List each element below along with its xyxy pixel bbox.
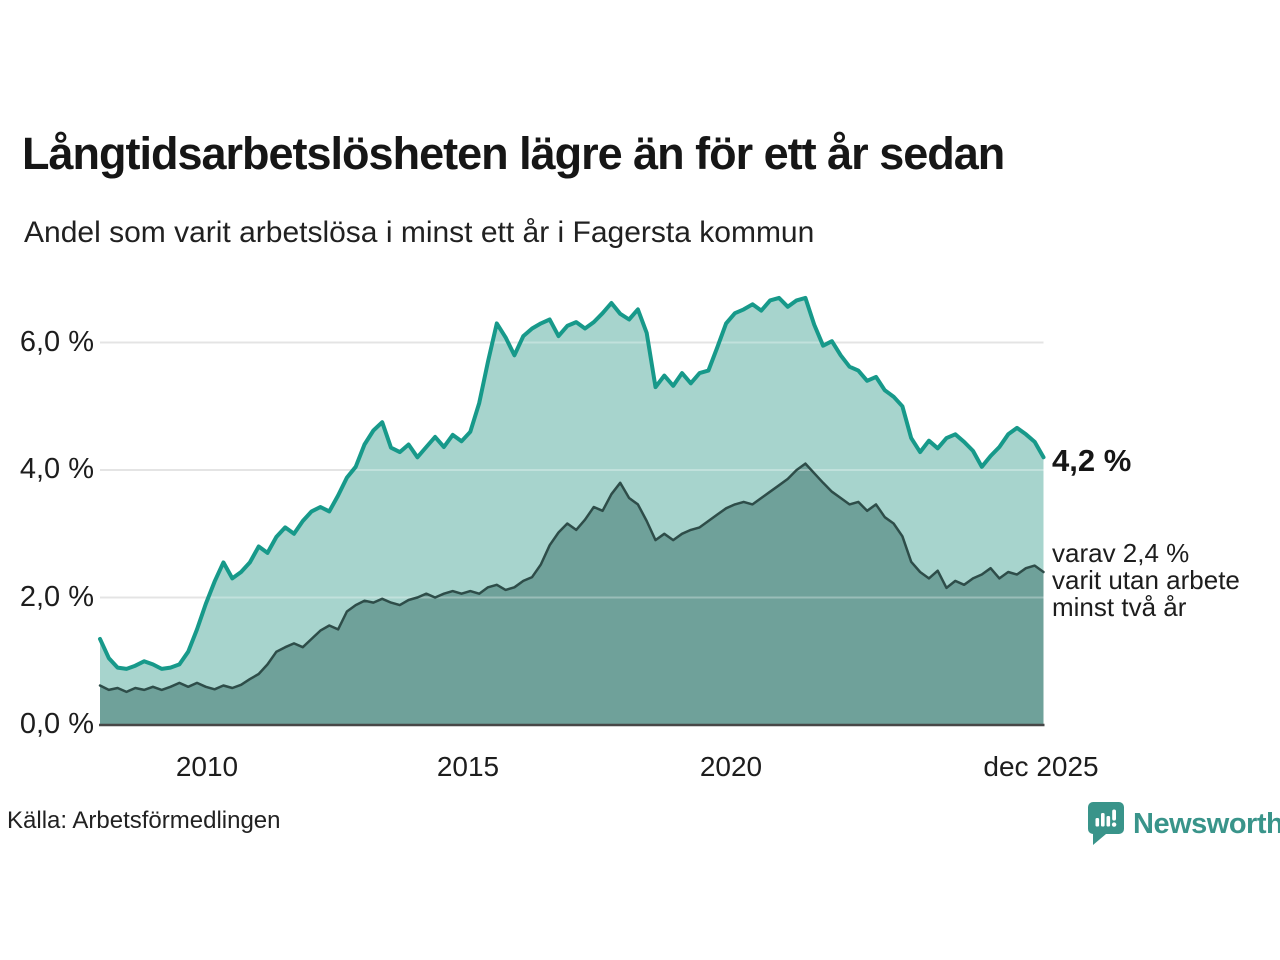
secondary-annotation: varav 2,4 % varit utan arbete minst två … — [1052, 540, 1240, 621]
newsworthy-logo-icon — [1088, 802, 1124, 845]
secondary-annotation-line: varav 2,4 % — [1052, 538, 1190, 568]
x-axis-tick-label: dec 2025 — [983, 751, 1099, 782]
chart-subtitle: Andel som varit arbetslösa i minst ett å… — [24, 216, 815, 249]
end-value-label: 4,2 % — [1052, 443, 1132, 478]
bar-icon — [1095, 818, 1100, 827]
y-axis-tick-label: 0,0 % — [19, 708, 94, 740]
x-axis-tick-label: 2015 — [436, 751, 500, 782]
x-axis-tick-label: 2020 — [699, 751, 763, 782]
bar-icon — [1101, 813, 1105, 827]
y-axis-tick-label: 4,0 % — [19, 453, 94, 485]
brand-name: Newsworthy — [1133, 808, 1280, 840]
exclamation-bar-icon — [1112, 809, 1116, 821]
speech-bubble-shape — [1088, 802, 1124, 845]
exclamation-dot-icon — [1111, 822, 1117, 827]
series-area-1 — [100, 463, 1044, 725]
newsworthy-brand[interactable]: Newsworthy — [1086, 800, 1280, 849]
secondary-annotation-line: minst två år — [1052, 592, 1187, 622]
series-line-0 — [98, 295, 1046, 671]
y-axis-tick-label: 2,0 % — [19, 581, 94, 613]
secondary-annotation-line: varit utan arbete — [1052, 565, 1240, 595]
y-axis-tick-label: 6,0 % — [19, 326, 94, 358]
x-axis-tick-label: 2010 — [175, 751, 239, 782]
page-title: Långtidsarbetslösheten lägre än för ett … — [22, 128, 1005, 179]
source-note: Källa: Arbetsförmedlingen — [7, 807, 281, 834]
bar-icon — [1106, 816, 1111, 827]
series-line-1 — [98, 462, 1045, 694]
